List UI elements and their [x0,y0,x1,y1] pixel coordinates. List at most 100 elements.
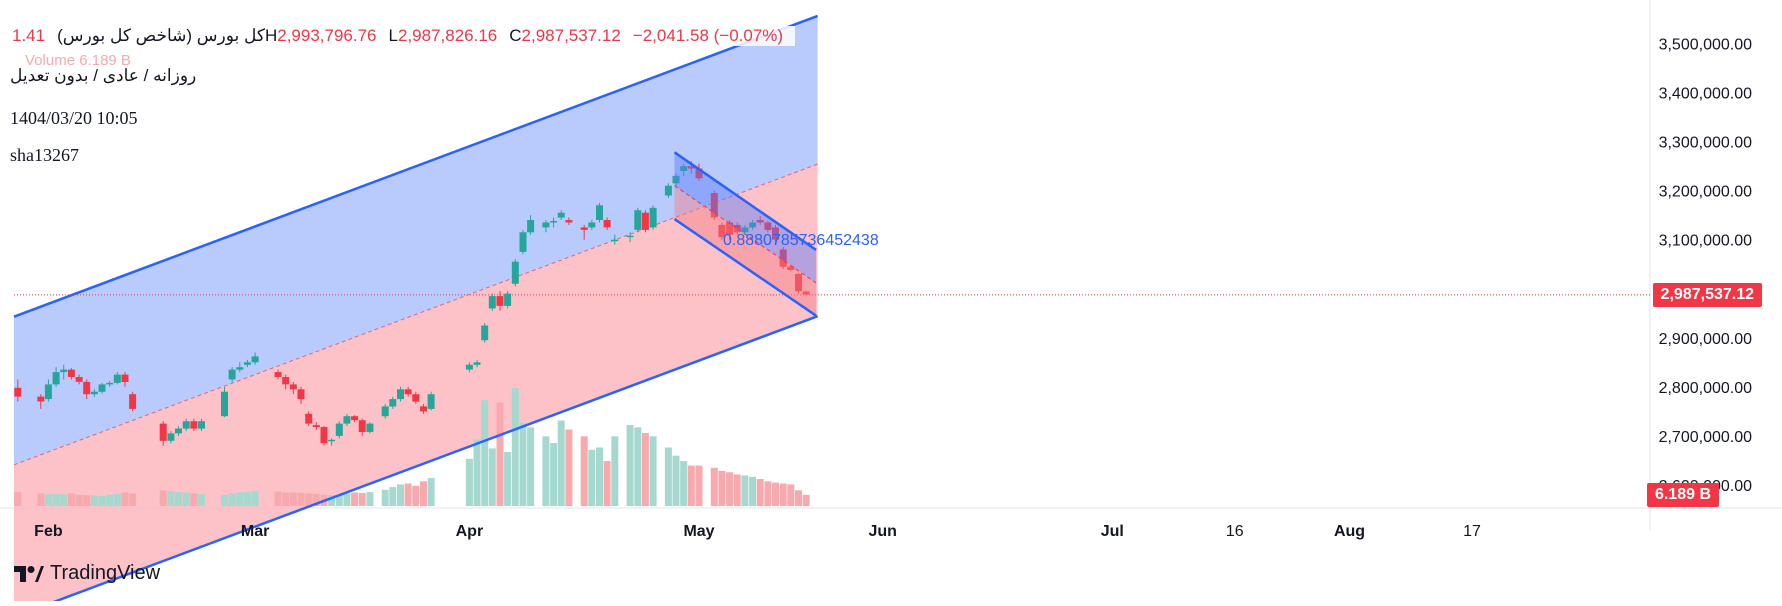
candle-body [488,296,496,309]
ohlc-legend: کل بورس (شاخص کل بورس) 1.41 H2,993,796.76 L… [10,26,796,46]
volume-bar [175,492,182,506]
candle-body [756,220,764,223]
volume-bar [565,429,573,506]
volume-bar [787,484,795,506]
candle-body [274,372,282,377]
candle-body [473,362,481,365]
volume-bar [588,449,596,507]
volume-bar [596,447,603,506]
volume-bar [649,436,657,507]
open-value-partial: 1.41 [12,26,46,45]
candle-body [389,399,397,407]
candle-body [664,185,672,196]
candle-body [44,384,52,400]
candle-body [427,394,435,409]
candle-body [557,212,565,218]
y-tick-label: 2,800,000.00 [1659,380,1753,397]
candle-body [343,416,351,424]
volume-bars [14,388,810,507]
channel-upper-fill [14,15,818,465]
volume-bar [75,494,83,507]
low-value: 2,987,826.16 [397,26,498,45]
candle-body [741,227,749,233]
volume-bar [749,476,757,507]
down-channel-center-line [674,185,817,284]
change-value: −2,041.58 (−0.07%) [632,26,784,45]
x-tick-label: Apr [456,523,484,540]
candle-body [527,220,535,233]
candle-body [672,175,680,184]
candle-body [98,384,106,392]
candle-body [465,364,473,370]
candle-body [550,221,558,223]
candle-body [634,210,642,230]
candle-body [190,421,198,429]
candle-body [481,325,489,341]
channel-lower-fill [14,164,818,606]
candle-body [733,224,741,233]
volume-bar [106,494,114,507]
volume-bar [52,493,60,507]
volume-bar [198,494,205,506]
candle-body [519,232,527,252]
close-label: C [509,26,522,45]
volume-bar [496,402,504,506]
candle-body [129,394,137,409]
volume-bar [129,493,137,506]
volume-bar [14,492,22,506]
candle-body [236,367,244,370]
candles [14,161,810,446]
channel-lines [13,14,1650,606]
volume-bar [802,494,810,507]
down-channel-lower-line [673,218,817,317]
candle-body [60,369,68,373]
candle-body [795,274,802,292]
volume-legend-label: Volume [25,52,76,69]
candle-body [695,168,703,179]
candle-body [182,421,190,429]
x-tick-label: 16 [1226,523,1244,540]
annotation-label: 0.8880785736452438 [723,232,879,249]
volume-bar [488,448,496,506]
volume-bar [420,481,427,507]
x-axis[interactable]: Feb Mar Apr May Jun Jul 16 Aug 17 [34,523,1481,540]
volume-bar [611,436,619,507]
high-value: 2,993,796.76 [277,26,377,45]
candle-body [588,222,596,228]
candle-body [603,220,611,228]
candle-body [14,387,22,397]
volume-bar [710,467,718,507]
volume-bar [680,461,688,506]
candle-body [159,423,167,441]
channel-fills [14,15,818,606]
candle-body [52,372,60,385]
volume-bar [427,478,435,506]
volume-bar [335,494,343,507]
volume-bar [626,425,634,506]
y-tick-label: 3,400,000.00 [1659,86,1753,103]
candle-body [779,249,787,267]
volume-bar [297,492,305,506]
tradingview-brand[interactable]: TradingView [14,562,160,585]
candle-body [710,193,718,218]
x-tick-label: Aug [1334,523,1365,540]
candle-body [366,423,374,432]
volume-bar [289,492,297,506]
volume-bar [190,493,198,506]
candle-body [749,222,757,228]
y-tick-label: 3,300,000.00 [1659,135,1753,152]
y-tick-label: 2,900,000.00 [1659,331,1753,348]
volume-bar [251,491,259,506]
volume-bar [664,447,672,506]
candle-body [358,420,366,432]
volume-bar [557,420,565,506]
brand-label: TradingView [50,562,161,584]
chart-subtitle: روزانه / عادی / بدون تعدیل [10,66,197,86]
channel-lower-line [39,315,819,606]
candle-body [611,239,619,242]
x-tick-label: 17 [1463,523,1481,540]
candle-body [680,166,688,171]
chart-author: sha13267 [10,145,79,165]
